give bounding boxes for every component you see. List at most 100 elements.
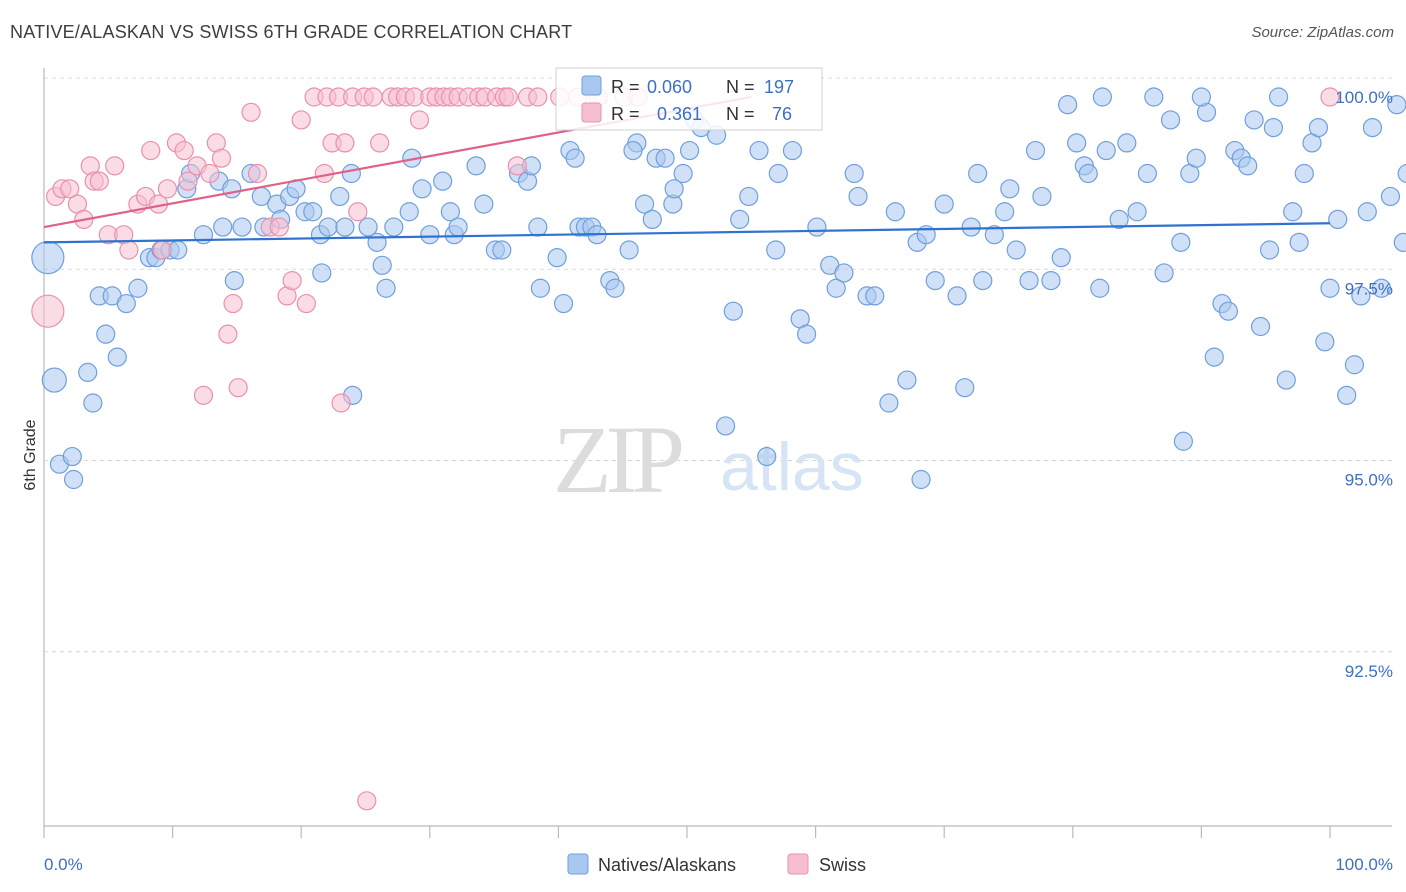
point-natives <box>1090 278 1110 298</box>
stats-swatch-blue <box>581 75 602 96</box>
point-natives <box>116 293 136 314</box>
point-natives <box>107 347 127 367</box>
point-natives <box>1397 163 1406 184</box>
point-natives <box>448 217 468 237</box>
point-natives <box>947 286 967 306</box>
point-natives <box>1032 186 1052 207</box>
point-natives <box>547 248 567 268</box>
point-natives <box>1259 240 1280 260</box>
point-natives <box>384 217 404 237</box>
point-natives <box>1218 301 1239 321</box>
point-natives <box>844 163 864 184</box>
y-tick-label: 100.0% <box>1335 88 1393 107</box>
point-natives <box>955 378 975 398</box>
point-natives <box>782 140 803 161</box>
point-natives <box>934 194 954 214</box>
point-natives <box>1315 332 1335 352</box>
legend-label-swiss: Swiss <box>819 855 866 875</box>
point-natives <box>83 393 103 413</box>
point-swiss <box>174 140 194 161</box>
point-swiss <box>357 791 377 811</box>
legend: Natives/Alaskans Swiss <box>567 853 866 875</box>
point-natives <box>1244 110 1264 130</box>
point-swiss <box>31 294 65 328</box>
point-swiss <box>291 110 311 130</box>
point-natives <box>1006 240 1026 260</box>
point-natives <box>655 148 675 168</box>
stats-pink-r-label: R = <box>611 104 640 124</box>
point-natives <box>530 278 550 298</box>
point-natives <box>399 202 419 222</box>
point-natives <box>1191 87 1212 107</box>
point-natives <box>474 194 494 214</box>
point-swiss <box>152 240 172 260</box>
point-swiss <box>528 87 548 107</box>
point-swiss <box>218 324 238 344</box>
point-natives <box>973 271 993 291</box>
axes <box>43 68 1392 838</box>
point-natives <box>63 469 84 490</box>
point-natives <box>1238 156 1258 176</box>
point-swiss <box>211 148 232 168</box>
y-tick-labels: 100.0% 97.5% 95.0% 92.5% <box>1335 88 1393 681</box>
point-natives <box>41 367 67 393</box>
point-swiss <box>335 133 355 153</box>
point-natives <box>715 416 736 436</box>
stats-pink-n-value: 76 <box>772 104 792 124</box>
source-note: Source: ZipAtlas.com <box>1251 24 1394 41</box>
point-natives <box>1137 163 1157 184</box>
point-swiss <box>228 378 248 398</box>
point-natives <box>1268 87 1289 107</box>
point-swiss <box>178 171 198 191</box>
point-swiss <box>363 87 383 107</box>
point-natives <box>1173 431 1193 451</box>
point-natives <box>897 370 917 390</box>
stats-pink-n-label: N = <box>726 104 755 124</box>
point-natives <box>679 140 700 161</box>
point-natives <box>826 278 846 298</box>
point-natives <box>1019 271 1039 291</box>
point-swiss <box>1320 87 1340 107</box>
point-natives <box>995 202 1015 222</box>
point-natives <box>528 217 548 237</box>
point-natives <box>1371 278 1392 298</box>
point-natives <box>62 446 82 467</box>
legend-label-natives: Natives/Alaskans <box>598 855 736 875</box>
point-natives <box>376 278 396 298</box>
point-natives <box>865 286 885 306</box>
watermark-zip: ZIP <box>553 406 682 513</box>
point-natives <box>911 469 931 490</box>
point-swiss <box>282 271 302 291</box>
y-tick-label: 92.5% <box>1345 662 1393 681</box>
point-swiss <box>370 133 390 153</box>
point-natives <box>565 148 585 168</box>
point-natives <box>1263 117 1284 138</box>
x-tick-label-max: 100.0% <box>1335 855 1393 874</box>
point-natives <box>420 225 440 245</box>
point-natives <box>1051 248 1071 268</box>
series-swiss-points <box>31 87 1340 811</box>
point-natives <box>1144 87 1164 107</box>
point-swiss <box>507 156 527 176</box>
point-swiss <box>247 163 268 184</box>
point-natives <box>807 217 827 237</box>
point-natives <box>330 186 350 207</box>
point-natives <box>673 163 693 184</box>
point-swiss <box>105 156 125 176</box>
watermark-atlas: atlas <box>720 429 864 505</box>
point-swiss <box>141 140 161 161</box>
point-natives <box>768 163 788 184</box>
point-natives <box>358 217 378 237</box>
point-natives <box>879 393 899 413</box>
point-natives <box>730 209 750 229</box>
point-natives <box>222 179 242 199</box>
point-natives <box>619 240 639 260</box>
point-swiss <box>498 87 518 107</box>
point-natives <box>78 362 98 382</box>
point-natives <box>303 202 323 222</box>
point-natives <box>335 217 355 237</box>
point-natives <box>1000 179 1020 199</box>
point-natives <box>1109 209 1129 229</box>
point-swiss <box>200 163 220 184</box>
point-swiss <box>348 202 368 222</box>
